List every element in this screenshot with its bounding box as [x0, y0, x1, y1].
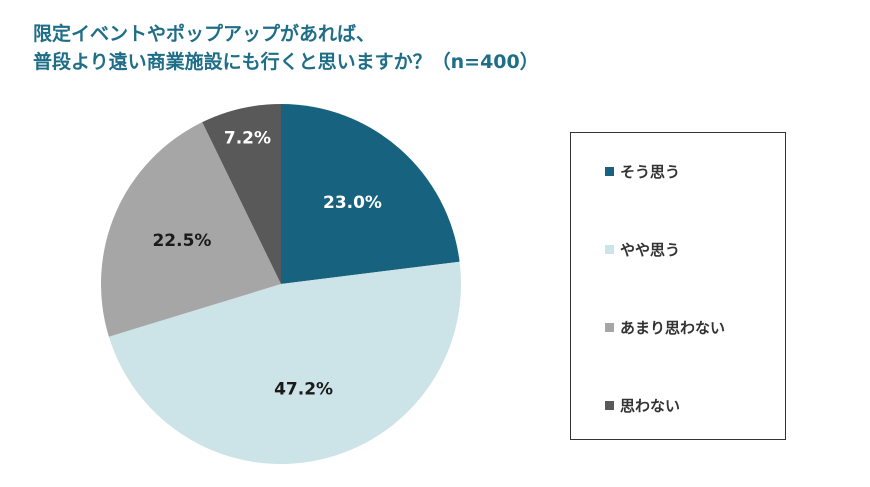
legend-item-yaya-omou: やや思う	[605, 239, 680, 260]
legend-swatch	[605, 245, 614, 254]
pie-slice-yaya-omou	[108, 261, 462, 465]
legend-label: 思わない	[620, 397, 681, 415]
chart-title: 限定イベントやポップアップがあれば、 普段より遠い商業施設にも行くと思いますか？…	[33, 20, 539, 76]
pie-slice-sou-omou	[281, 104, 460, 284]
legend-swatch	[605, 323, 614, 332]
legend-label: やや思う	[620, 241, 681, 259]
legend-item-sou-omou: そう思う	[605, 161, 680, 182]
slice-label-omowanai: 7.2%	[224, 128, 271, 148]
chart-title-line-1: 限定イベントやポップアップがあれば、	[33, 23, 376, 45]
chart-title-line-2: 普段より遠い商業施設にも行くと思いますか？（n=400）	[33, 51, 539, 73]
slice-label-amari-omowanai: 22.5%	[152, 231, 211, 251]
legend-item-amari-omowanai: あまり思わない	[605, 317, 725, 338]
legend: そう思う やや思う あまり思わない 思わない	[570, 132, 786, 440]
legend-swatch	[605, 167, 614, 176]
pie-slice-omowanai	[202, 104, 281, 284]
legend-label: そう思う	[620, 163, 681, 181]
legend-label: あまり思わない	[620, 319, 726, 337]
pie-slice-amari-omowanai	[101, 122, 281, 337]
slice-label-sou-omou: 23.0%	[323, 193, 382, 213]
slice-label-yaya-omou: 47.2%	[274, 380, 333, 400]
legend-item-omowanai: 思わない	[605, 395, 680, 416]
legend-swatch	[605, 401, 614, 410]
